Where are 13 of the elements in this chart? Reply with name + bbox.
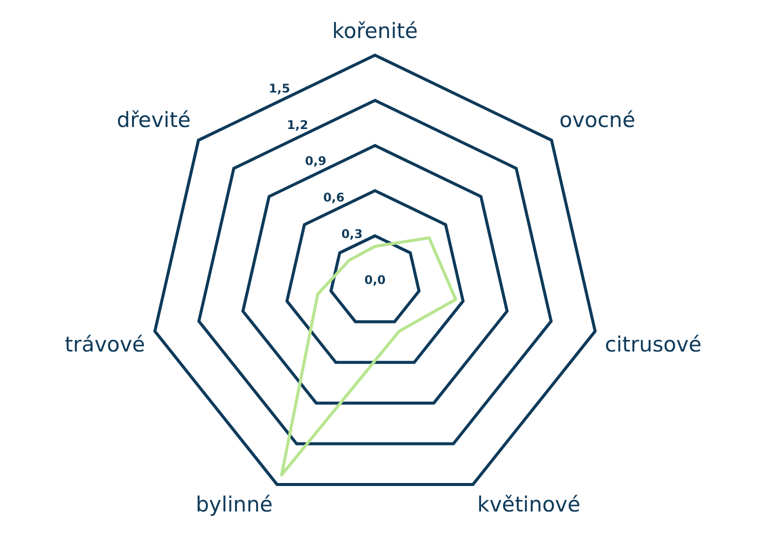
y-tick-label: 1,2 <box>286 118 308 132</box>
y-tick-label: 0,3 <box>341 226 363 241</box>
spoke-label: citrusové <box>604 332 702 357</box>
y-tick-label: 0,0 <box>364 273 386 288</box>
y-tick-label: 1,5 <box>268 81 290 96</box>
spoke-label: kořenité <box>332 19 418 44</box>
spoke-label: ovocné <box>559 108 636 132</box>
y-tick-label: 0,6 <box>323 190 344 205</box>
spoke-label: bylinné <box>196 492 273 516</box>
y-tick-label: 0,9 <box>305 154 326 168</box>
spoke-label: květinové <box>477 492 580 516</box>
spoke-label: trávové <box>64 332 146 357</box>
spoke-label: dřevité <box>116 108 191 132</box>
